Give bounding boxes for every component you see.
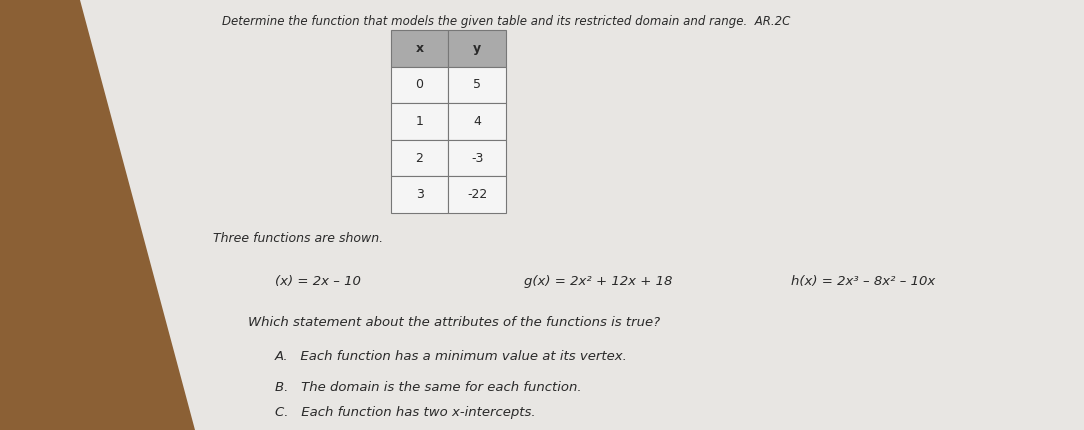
Text: Which statement about the attributes of the functions is true?: Which statement about the attributes of …	[248, 316, 660, 329]
Text: Three functions are shown.: Three functions are shown.	[212, 232, 383, 245]
Text: 2: 2	[415, 151, 424, 165]
Text: 4: 4	[474, 115, 481, 128]
FancyBboxPatch shape	[449, 30, 506, 67]
Text: y: y	[474, 42, 481, 55]
FancyBboxPatch shape	[390, 103, 449, 140]
FancyBboxPatch shape	[449, 176, 506, 213]
FancyBboxPatch shape	[449, 103, 506, 140]
Text: C.   Each function has two x-intercepts.: C. Each function has two x-intercepts.	[275, 406, 535, 419]
Text: g(x) = 2x² + 12x + 18: g(x) = 2x² + 12x + 18	[524, 275, 672, 288]
Text: 3: 3	[415, 188, 424, 201]
Text: 1: 1	[415, 115, 424, 128]
FancyBboxPatch shape	[449, 140, 506, 176]
FancyBboxPatch shape	[390, 30, 449, 67]
Polygon shape	[80, 0, 1084, 430]
Text: h(x) = 2x³ – 8x² – 10x: h(x) = 2x³ – 8x² – 10x	[790, 275, 934, 288]
Text: Determine the function that models the given table and its restricted domain and: Determine the function that models the g…	[222, 15, 790, 28]
Text: A.   Each function has a minimum value at its vertex.: A. Each function has a minimum value at …	[275, 350, 628, 363]
Text: (x) = 2x – 10: (x) = 2x – 10	[275, 275, 361, 288]
Text: 0: 0	[415, 78, 424, 92]
FancyBboxPatch shape	[449, 67, 506, 103]
FancyBboxPatch shape	[390, 176, 449, 213]
FancyBboxPatch shape	[390, 67, 449, 103]
Text: x: x	[415, 42, 424, 55]
Text: -22: -22	[467, 188, 488, 201]
Text: 5: 5	[474, 78, 481, 92]
Text: B.   The domain is the same for each function.: B. The domain is the same for each funct…	[275, 381, 582, 393]
Text: -3: -3	[472, 151, 483, 165]
FancyBboxPatch shape	[390, 140, 449, 176]
